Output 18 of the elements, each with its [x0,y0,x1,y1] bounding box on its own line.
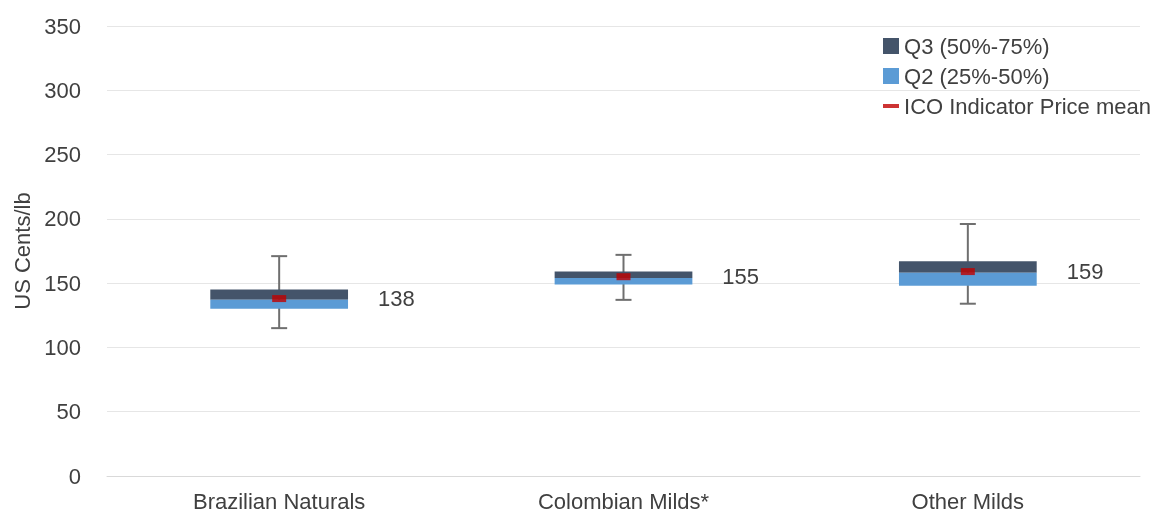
x-tick-label: Other Milds [911,488,1025,514]
legend-label: Q2 (25%-50%) [904,63,1050,89]
annotation: 159 [1066,259,1104,285]
y-tick-label: 50 [56,399,81,425]
y-tick-label: 250 [44,142,81,168]
annotation: 138 [378,286,415,312]
legend-label: ICO Indicator Price mean [904,93,1151,119]
x-tick-label: Brazilian Naturals [192,488,366,514]
y-axis-title: US Cents/lb [9,192,35,310]
legend-label: Q3 (50%-75%) [904,33,1050,59]
y-tick-label: 0 [68,463,81,489]
y-tick-label: 300 [44,77,81,103]
y-tick-label: 100 [44,334,81,360]
y-tick-label: 350 [44,13,81,39]
annotation: 155 [722,264,760,290]
y-tick-label: 200 [44,206,81,232]
y-tick-label: 150 [44,270,81,296]
x-tick-label: Colombian Milds* [537,488,710,514]
